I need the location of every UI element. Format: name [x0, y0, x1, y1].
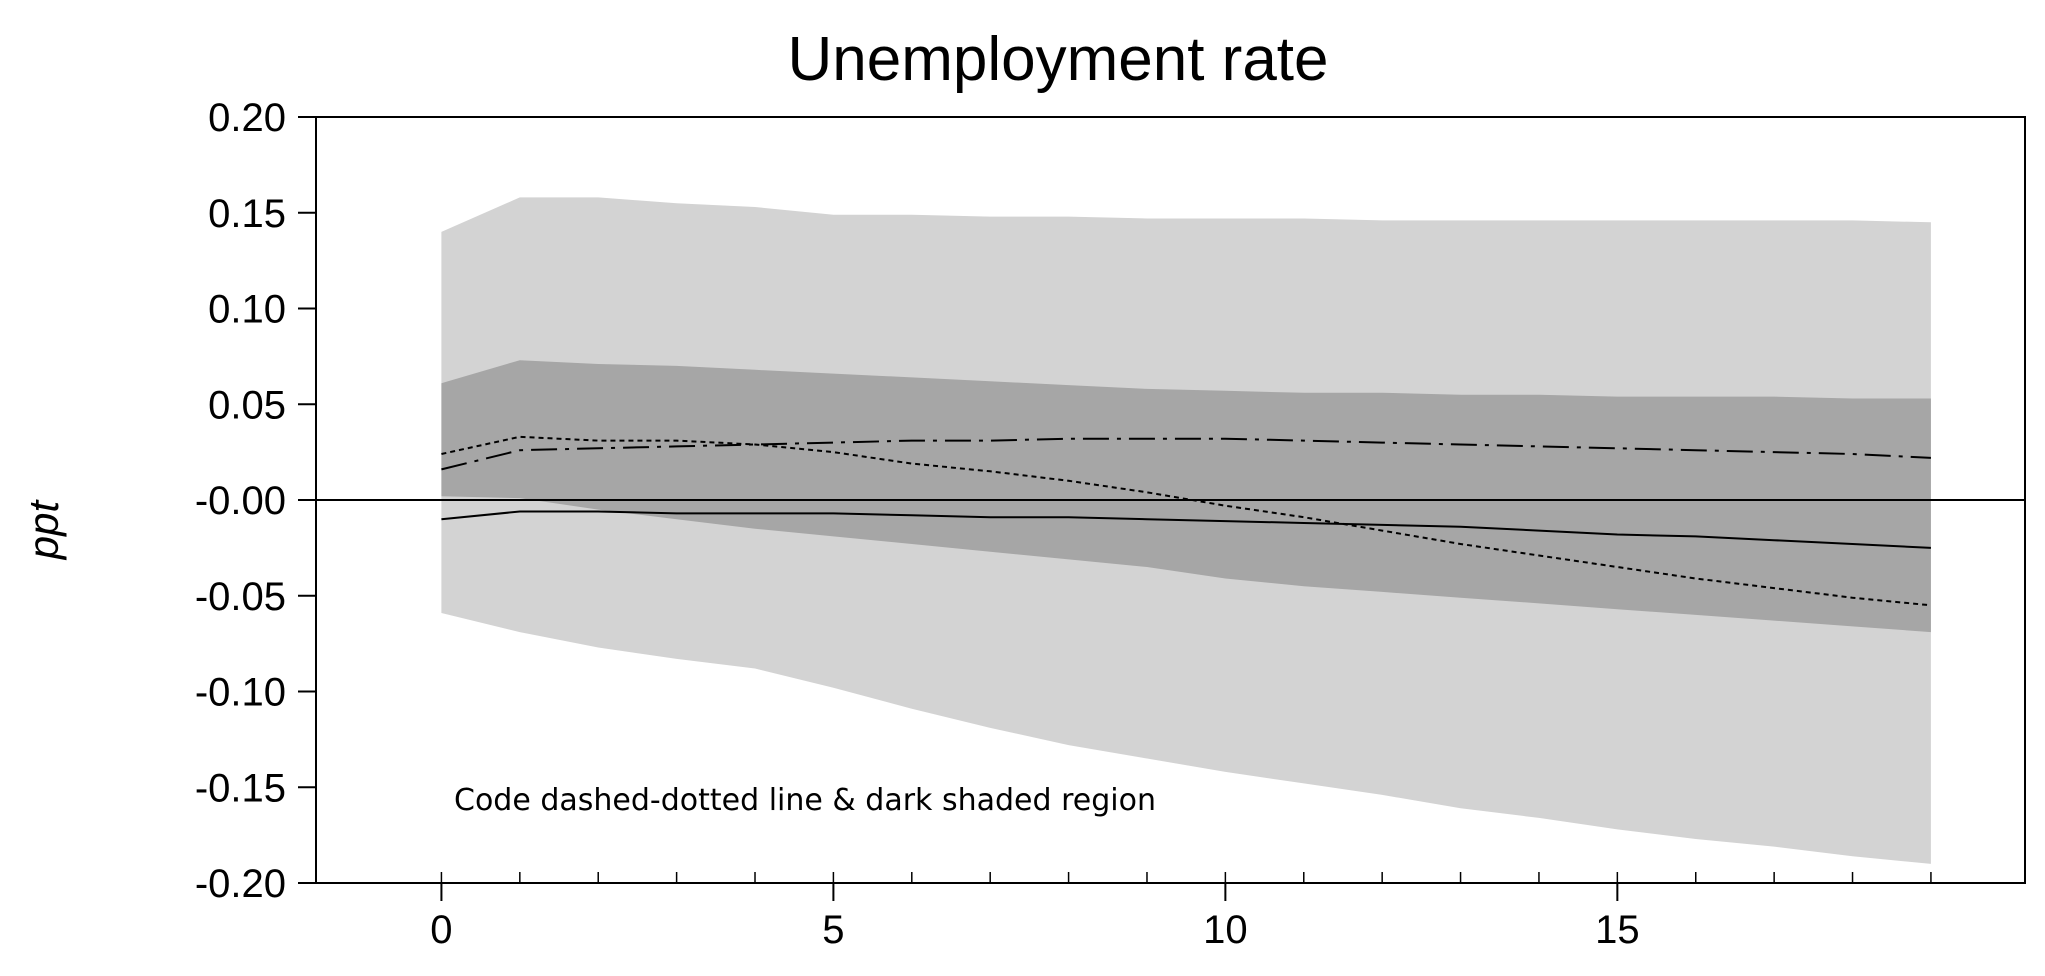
y-tick-label: -0.10 [195, 671, 286, 715]
series-line-dotted [441, 435, 1931, 607]
y-axis-label: ppt [20, 498, 67, 561]
y-ticks-layer: 0.20 0.15 0.10 0.05 -0.00 -0.05 -0.10 -0.15 -0.2… [195, 96, 316, 906]
y-tick-label: -0.00 [195, 479, 286, 523]
series-line-solid [441, 510, 1931, 549]
y-tick-label: 0.15 [208, 192, 286, 236]
y-tick-label: 0.20 [208, 96, 286, 140]
x-tick-label: 10 [1203, 908, 1248, 952]
y-tick-label: 0.10 [208, 288, 286, 332]
series-line-dashed-dotted [441, 437, 1931, 471]
x-tick-label: 0 [430, 908, 452, 952]
band-inner [441, 360, 1931, 633]
y-tick-label: -0.15 [195, 766, 286, 810]
y-tick-label: -0.05 [195, 575, 286, 619]
series-layer [441, 435, 1931, 607]
x-ticks-layer: 0 5 10 15 [430, 872, 1932, 952]
chart-title: Unemployment rate [787, 25, 1328, 94]
y-tick-label: -0.20 [195, 862, 286, 906]
chart-annotation: Code dashed-dotted line & dark shaded re… [454, 783, 1156, 818]
x-tick-label: 15 [1595, 908, 1640, 952]
bands-layer [441, 197, 1931, 864]
x-tick-label: 5 [822, 908, 844, 952]
y-tick-label: 0.05 [208, 383, 286, 427]
